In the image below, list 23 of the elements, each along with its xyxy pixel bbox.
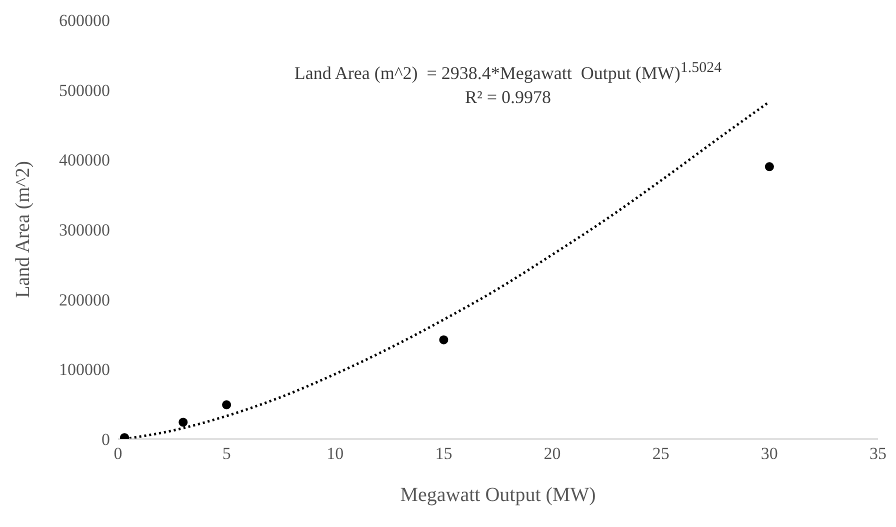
x-tick-label: 0	[114, 444, 122, 464]
x-tick-label: 10	[326, 444, 344, 464]
y-tick-label: 500000	[59, 80, 110, 100]
y-tick-label: 300000	[59, 220, 110, 240]
annotation: Land Area (m^2) = 2938.4*Megawatt Output (MW)$^{1.5024}$	[293, 59, 723, 85]
y-tick-label: 400000	[59, 150, 110, 170]
y-tick-label: 200000	[59, 290, 110, 310]
point	[764, 162, 774, 172]
point	[222, 400, 232, 410]
y-tick-label: 100000	[59, 360, 110, 380]
annotation: R² = 0.9978	[464, 86, 552, 109]
x-axis-title: Megawatt Output (MW)	[400, 484, 596, 506]
point	[178, 418, 188, 427]
y-tick-label: 600000	[59, 11, 110, 30]
x-tick-label: 20	[544, 444, 561, 464]
x-tick-label: 30	[760, 444, 778, 464]
x-tick-label: 15	[435, 444, 452, 464]
x-tick-label: 25	[652, 444, 670, 464]
y-tick-label: 0	[102, 430, 110, 450]
x-tick-label: 5	[222, 444, 231, 464]
y-axis-title: Land Area (m^2)	[12, 160, 34, 298]
point	[439, 335, 448, 344]
x-tick-label: 35	[870, 444, 886, 464]
